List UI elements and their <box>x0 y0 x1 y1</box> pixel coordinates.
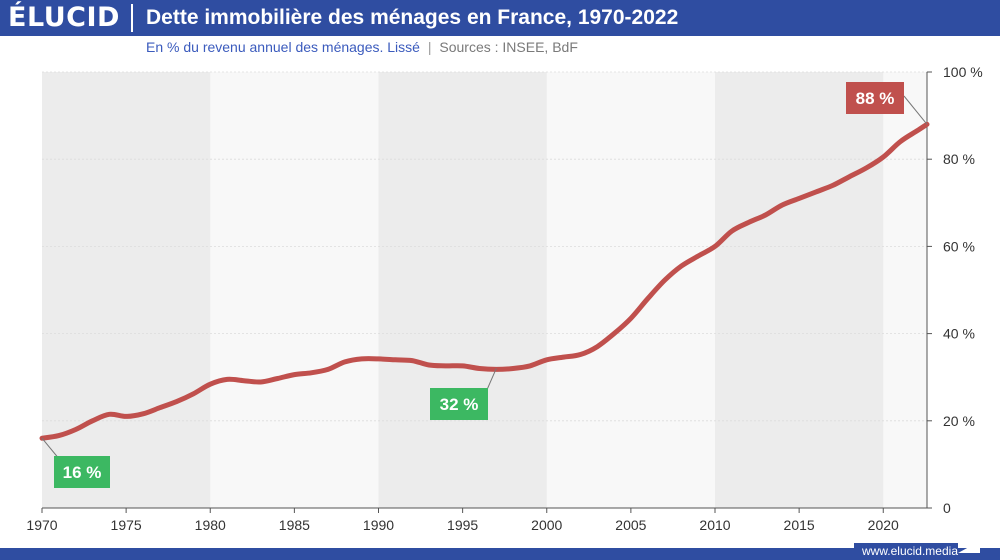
x-tick-label: 1980 <box>195 517 226 533</box>
annotation-label: 88 % <box>856 89 895 108</box>
x-tick-label: 1990 <box>363 517 394 533</box>
x-tick-label: 1995 <box>447 517 478 533</box>
chart-title: Dette immobilière des ménages en France,… <box>146 6 679 29</box>
header-divider <box>131 4 133 32</box>
subtitle-separator: | <box>427 39 432 55</box>
y-tick-label: 80 % <box>943 151 975 167</box>
chart-subtitle: En % du revenu annuel des ménages. Lissé… <box>146 39 578 55</box>
annotation-box <box>54 456 110 488</box>
elucid-mark-icon <box>958 541 980 553</box>
series-line-dette-immobiliere <box>39 121 930 441</box>
y-tick-label: 40 % <box>943 326 975 342</box>
x-tick-label: 1970 <box>26 517 57 533</box>
decade-band <box>378 72 547 508</box>
decade-band <box>42 72 211 508</box>
y-tick-label: 100 % <box>943 64 983 80</box>
y-tick-label: 20 % <box>943 413 975 429</box>
x-tick-label: 2015 <box>784 517 815 533</box>
x-tick-label: 2000 <box>531 517 562 533</box>
annotation-leader <box>903 95 928 125</box>
subtitle-sources: Sources : INSEE, BdF <box>439 39 578 55</box>
annotation-label: 32 % <box>440 395 479 414</box>
x-tick-label: 1975 <box>111 517 142 533</box>
x-tick-label: 1985 <box>279 517 310 533</box>
decade-band <box>715 72 884 508</box>
header-bar: ÉLUCID Dette immobilière des ménages en … <box>0 0 1000 36</box>
footer-bar <box>0 548 1000 560</box>
x-tick-label: 2020 <box>868 517 899 533</box>
annotation-box <box>846 82 904 114</box>
annotation-box <box>430 388 488 420</box>
elucid-logo: ÉLUCID <box>8 2 120 33</box>
y-tick-label: 60 % <box>943 238 975 254</box>
x-tick-label: 2005 <box>615 517 646 533</box>
y-tick-label: 0 <box>943 500 951 516</box>
subtitle-main: En % du revenu annuel des ménages. Lissé <box>146 39 420 55</box>
footer-url[interactable]: www.elucid.media <box>853 543 958 560</box>
annotation-label: 16 % <box>63 463 102 482</box>
x-tick-label: 2010 <box>699 517 730 533</box>
